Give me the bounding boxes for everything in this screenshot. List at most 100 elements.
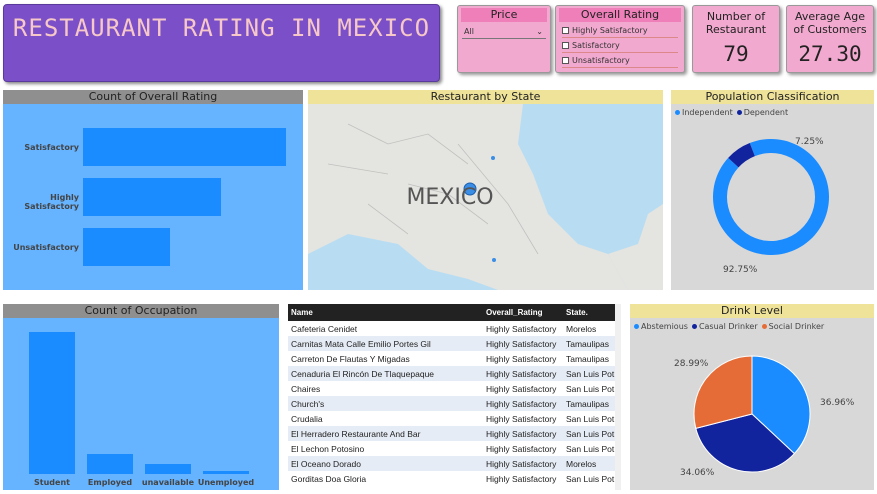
state-map[interactable]: Restaurant by State MEXICO: [308, 90, 663, 290]
table-cell: Highly Satisfactory: [486, 353, 557, 364]
legend-dot-icon: [736, 110, 742, 115]
table-cell: Chaires: [291, 383, 321, 394]
table-cell: Cafeteria Cenidet: [291, 323, 358, 334]
table-row[interactable]: Crudalia Highly Satisfactory San Luis Pot: [288, 411, 621, 426]
occupation-bar[interactable]: [145, 464, 191, 474]
legend-label: Social Drinker: [768, 322, 825, 331]
pie-slice[interactable]: [695, 413, 796, 473]
rating-bar[interactable]: [83, 178, 221, 216]
table-cell: Tamaulipas: [563, 396, 621, 411]
map-header: Restaurant by State: [308, 90, 663, 104]
pie-data-label: 34.06%: [680, 468, 715, 478]
table-row[interactable]: Cenaduria El Rincón De Tlaquepaque Highly…: [288, 366, 621, 381]
pie-slice[interactable]: [693, 355, 753, 429]
table-cell: Carreton De Flautas Y Migadas: [291, 353, 410, 364]
legend-label: Abstemious: [641, 322, 688, 331]
table-cell: El Lechon Potosino: [291, 443, 365, 454]
table-cell: San Luis Pot: [566, 473, 615, 484]
legend-item[interactable]: Independent: [675, 108, 733, 117]
drink-header: Drink Level: [630, 304, 874, 318]
price-dropdown[interactable]: All ⌄: [462, 25, 546, 39]
table-cell: Highly Satisfactory: [483, 456, 563, 471]
price-slicer-header: Price: [461, 8, 547, 22]
checkbox-icon[interactable]: [562, 42, 569, 49]
kpi-restaurant-count: Number of Restaurant 79: [692, 5, 780, 73]
legend-dot-icon: [761, 324, 767, 329]
legend-item[interactable]: Casual Drinker: [691, 322, 758, 331]
table-row[interactable]: Gorditas Doa Gloria Highly Satisfactory Sa…: [288, 471, 621, 486]
drink-pie: 36.96% 34.06% 28.99%: [674, 355, 855, 478]
price-selected-value: All: [464, 27, 474, 36]
rating-option[interactable]: Satisfactory: [562, 38, 678, 53]
occupation-category-label: Student: [34, 478, 70, 487]
map-country-label: MEXICO: [406, 185, 493, 210]
restaurant-table: Name Overall_Rating State. Cafeteria Cenid…: [288, 304, 621, 490]
table-cell: Highly Satisfactory: [486, 443, 557, 454]
mexico-map-image: MEXICO: [308, 104, 663, 290]
occupation-chart: Count of Occupation Student Employed unava…: [3, 304, 279, 490]
overall-rating-chart: Count of Overall Rating Satisfactory High…: [3, 90, 303, 290]
occupation-category-label: unavailable: [141, 478, 195, 487]
occupation-bar[interactable]: [203, 471, 249, 474]
table-cell: Highly Satisfactory: [483, 336, 563, 351]
rating-option[interactable]: Unsatisfactory: [562, 53, 678, 68]
table-cell: Tamaulipas: [566, 353, 609, 364]
legend-dot-icon: [691, 324, 697, 329]
rating-category-label: Satisfactory: [24, 143, 79, 152]
rating-category-label: Unsatisfactory: [13, 243, 79, 252]
kpi-restaurant-value: 79: [723, 42, 749, 66]
table-row[interactable]: Cafeteria Cenidet Highly Satisfactory More…: [288, 321, 621, 336]
rating-bar[interactable]: [83, 228, 170, 266]
legend-item[interactable]: Social Drinker: [761, 322, 825, 331]
table-row[interactable]: Carreton De Flautas Y Migadas Highly Sati…: [288, 351, 621, 366]
table-row[interactable]: El Oceano Dorado Highly Satisfactory Morel…: [288, 456, 621, 471]
kpi-age-label: Average Age of Customers: [793, 10, 867, 36]
table-cell: Highly Satisfactory: [483, 396, 563, 411]
table-row[interactable]: Carnitas Mata Calle Emilio Portes Gil Hig…: [288, 336, 621, 351]
donut-data-label: 92.75%: [723, 265, 758, 275]
table-row[interactable]: Chaires Highly Satisfactory San Luis Pot: [288, 381, 621, 396]
table-cell: Morelos: [563, 456, 621, 471]
occupation-bar[interactable]: [87, 454, 133, 474]
occupation-bar[interactable]: [29, 332, 75, 474]
table-cell: San Luis Pot: [563, 426, 621, 441]
occupation-category-label: Employed: [87, 478, 133, 487]
table-column-header[interactable]: State.: [563, 304, 621, 321]
table-cell: Highly Satisfactory: [486, 383, 557, 394]
rating-option-label: Satisfactory: [572, 41, 620, 50]
table-cell: San Luis Pot: [563, 366, 621, 381]
pie-slice[interactable]: [751, 355, 811, 455]
legend-label: Independent: [682, 108, 733, 117]
drink-level-chart: Drink Level Abstemious Casual Drinker Soci…: [630, 304, 874, 490]
checkbox-icon[interactable]: [562, 57, 569, 64]
table-row[interactable]: El Herradero Restaurante And Bar Highly S…: [288, 426, 621, 441]
table-cell: Morelos: [566, 323, 597, 334]
table-row[interactable]: Church's Highly Satisfactory Tamaulipas: [288, 396, 621, 411]
table-cell: Highly Satisfactory: [486, 413, 557, 424]
table-column-header[interactable]: Name: [288, 304, 483, 321]
table-column-header[interactable]: Overall_Rating: [483, 304, 563, 321]
table-cell: El Oceano Dorado: [288, 456, 483, 471]
rating-option[interactable]: Highly Satisfactory: [562, 23, 678, 38]
legend-label: Casual Drinker: [698, 322, 758, 331]
population-header: Population Classification: [671, 90, 874, 104]
legend-item[interactable]: Abstemious: [634, 322, 688, 331]
table-scrollbar[interactable]: [615, 304, 621, 490]
kpi-restaurant-label: Number of Restaurant: [705, 10, 767, 36]
table-cell: El Herradero Restaurante And Bar: [288, 426, 483, 441]
table-row[interactable]: El Lechon Potosino Highly Satisfactory San…: [288, 441, 621, 456]
chevron-down-icon: ⌄: [536, 27, 543, 36]
population-donut: 92.75% 7.25%: [713, 137, 829, 275]
checkbox-icon[interactable]: [562, 27, 569, 34]
occupation-category-label: Unemployed: [197, 478, 255, 487]
donut-slice[interactable]: [728, 143, 755, 168]
table-cell: Highly Satisfactory: [483, 366, 563, 381]
table-cell: Highly Satisfactory: [483, 426, 563, 441]
legend-item[interactable]: Dependent: [736, 108, 788, 117]
table-cell: Cenaduria El Rincón De Tlaquepaque: [288, 366, 483, 381]
rating-bar[interactable]: [83, 128, 286, 166]
kpi-age-value: 27.30: [798, 42, 862, 66]
pie-data-label: 28.99%: [674, 359, 709, 369]
overall-rating-header: Count of Overall Rating: [3, 90, 303, 104]
table-cell: Highly Satisfactory: [486, 473, 557, 484]
